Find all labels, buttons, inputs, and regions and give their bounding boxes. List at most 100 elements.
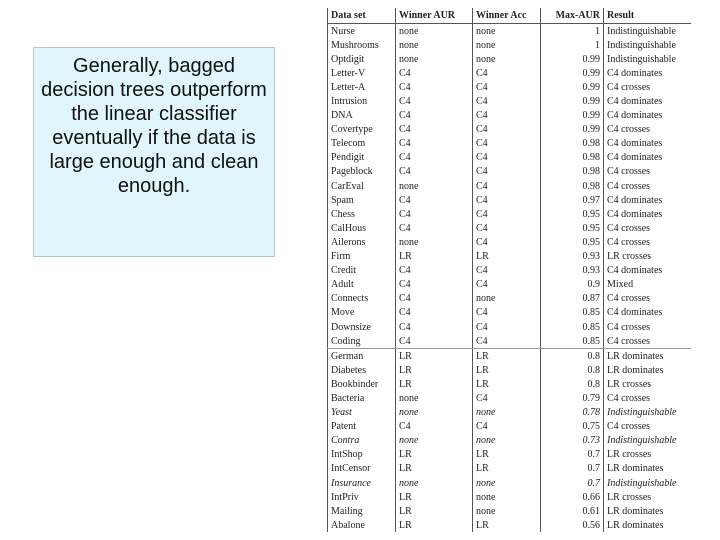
- table-row: Patent C4 C4 0.75 C4 crosses: [327, 419, 691, 434]
- table-cell: Downsize: [327, 319, 396, 335]
- table-cell: none: [395, 433, 473, 448]
- table-row: Downsize C4 C4 0.85 C4 crosses: [327, 319, 691, 335]
- table-cell: Credit: [327, 263, 396, 278]
- table-row: Credit C4 C4 0.93 C4 dominates: [327, 263, 691, 278]
- table-cell: LR: [472, 518, 541, 533]
- table-cell: C4: [472, 150, 541, 165]
- results-table: Data set Winner AUR Winner Acc Max-AUR Resul…: [327, 8, 691, 533]
- table-cell: Telecom: [327, 136, 396, 151]
- table-cell: 0.97: [540, 193, 604, 208]
- column-header: Result: [603, 8, 691, 24]
- table-cell: C4 crosses: [603, 122, 691, 137]
- table-cell: C4: [472, 94, 541, 109]
- table-cell: C4: [472, 334, 541, 350]
- table-cell: LR: [472, 447, 541, 462]
- table-row: Mushrooms none none 1 Indistinguishable: [327, 38, 691, 53]
- table-cell: C4 dominates: [603, 207, 691, 222]
- table-row: German LR LR 0.8 LR dominates: [327, 348, 691, 364]
- table-cell: Letter-V: [327, 66, 396, 81]
- table-cell: Optdigit: [327, 52, 396, 67]
- table-row: Diabetes LR LR 0.8 LR dominates: [327, 363, 691, 378]
- table-row: Letter-A C4 C4 0.99 C4 crosses: [327, 80, 691, 95]
- table-cell: CalHous: [327, 221, 396, 236]
- table-cell: 0.78: [540, 405, 604, 420]
- table-row: Spam C4 C4 0.97 C4 dominates: [327, 193, 691, 208]
- table-cell: 0.98: [540, 179, 604, 194]
- table-cell: Adult: [327, 277, 396, 292]
- table-cell: LR: [395, 447, 473, 462]
- table-cell: Pageblock: [327, 164, 396, 180]
- table-cell: Intrusion: [327, 94, 396, 109]
- table-cell: LR: [472, 348, 541, 364]
- table-row: Bacteria none C4 0.79 C4 crosses: [327, 391, 691, 406]
- table-cell: Indistinguishable: [603, 38, 691, 53]
- table-row: Nurse none none 1 Indistinguishable: [327, 23, 691, 39]
- table-cell: LR: [395, 348, 473, 364]
- table-cell: none: [395, 391, 473, 406]
- table-cell: 1: [540, 38, 604, 53]
- table-cell: C4: [472, 319, 541, 335]
- table-cell: Chess: [327, 207, 396, 222]
- table-cell: C4: [395, 334, 473, 350]
- table-cell: LR: [395, 461, 473, 476]
- table-row: Letter-V C4 C4 0.99 C4 dominates: [327, 66, 691, 81]
- table-row: Adult C4 C4 0.9 Mixed: [327, 277, 691, 292]
- table-cell: Letter-A: [327, 80, 396, 95]
- table-cell: C4: [472, 263, 541, 278]
- table-cell: 0.73: [540, 433, 604, 448]
- table-cell: Abalone: [327, 518, 396, 533]
- table-cell: LR dominates: [603, 348, 691, 364]
- table-cell: C4 crosses: [603, 179, 691, 194]
- table-body: Nurse none none 1 Indistinguishable Mushrooms…: [327, 23, 691, 533]
- table-cell: 0.8: [540, 363, 604, 378]
- table-cell: C4: [472, 277, 541, 292]
- table-cell: C4: [395, 419, 473, 434]
- table-cell: LR: [395, 363, 473, 378]
- table-cell: C4 dominates: [603, 150, 691, 165]
- table-cell: Mushrooms: [327, 38, 396, 53]
- table-cell: 0.99: [540, 108, 604, 123]
- table-row: Intrusion C4 C4 0.99 C4 dominates: [327, 94, 691, 109]
- table-cell: LR crosses: [603, 490, 691, 505]
- table-row: Pageblock C4 C4 0.98 C4 crosses: [327, 164, 691, 180]
- callout-box: Generally, bagged decision trees outperf…: [33, 47, 275, 257]
- table-cell: C4: [472, 179, 541, 194]
- table-row: Telecom C4 C4 0.98 C4 dominates: [327, 136, 691, 151]
- table-cell: C4: [395, 80, 473, 95]
- table-cell: none: [395, 23, 473, 39]
- table-row: IntPriv LR none 0.66 LR crosses: [327, 490, 691, 505]
- table-row: Insurance none none 0.7 Indistinguishable: [327, 476, 691, 491]
- table-cell: C4: [395, 164, 473, 180]
- table-cell: C4: [472, 305, 541, 320]
- table-cell: LR: [395, 249, 473, 264]
- table-cell: Diabetes: [327, 363, 396, 378]
- table-cell: C4: [395, 305, 473, 320]
- table-cell: LR dominates: [603, 363, 691, 378]
- table-cell: Connects: [327, 291, 396, 306]
- table-cell: 0.8: [540, 348, 604, 364]
- table-cell: 0.8: [540, 377, 604, 392]
- table-cell: 0.99: [540, 122, 604, 137]
- table-cell: 0.85: [540, 334, 604, 350]
- table-cell: 0.85: [540, 319, 604, 335]
- table-cell: Yeast: [327, 405, 396, 420]
- table-cell: 0.7: [540, 461, 604, 476]
- table-cell: C4: [472, 164, 541, 180]
- table-row: Pendigit C4 C4 0.98 C4 dominates: [327, 150, 691, 165]
- table-cell: C4 dominates: [603, 108, 691, 123]
- table-cell: IntPriv: [327, 490, 396, 505]
- table-cell: C4: [395, 193, 473, 208]
- table-cell: none: [395, 405, 473, 420]
- table-cell: LR dominates: [603, 461, 691, 476]
- table-row: Ailerons none C4 0.95 C4 crosses: [327, 235, 691, 250]
- table-cell: none: [472, 405, 541, 420]
- header-row: Data set Winner AUR Winner Acc Max-AUR Resul…: [327, 8, 691, 24]
- table-cell: C4: [395, 221, 473, 236]
- table-cell: 0.61: [540, 504, 604, 519]
- table-cell: C4: [472, 108, 541, 123]
- table-cell: C4: [472, 136, 541, 151]
- table-cell: C4: [472, 193, 541, 208]
- table-row: Optdigit none none 0.99 Indistinguishable: [327, 52, 691, 67]
